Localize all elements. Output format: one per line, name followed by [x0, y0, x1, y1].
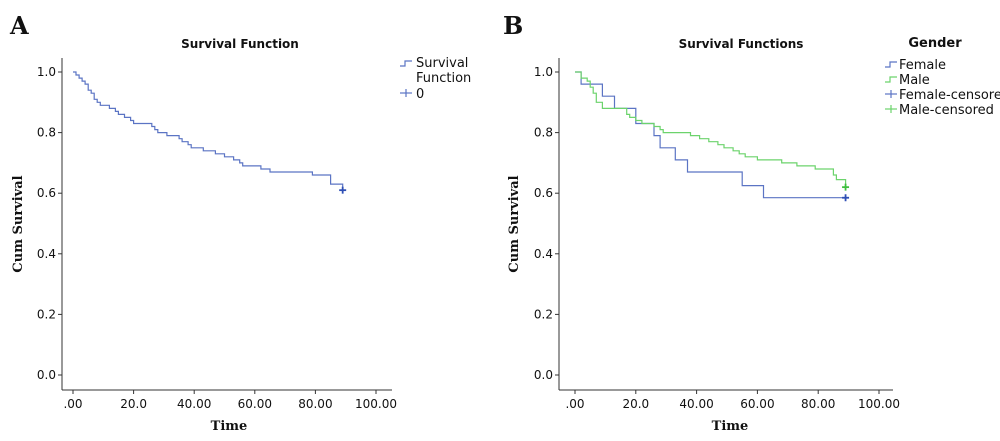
legend-entry-female-censored: Female-censored — [899, 88, 1000, 103]
chart-a-xlabel: Time — [211, 419, 248, 434]
x-tick-label: 20.0 — [622, 397, 649, 411]
y-tick-label: 0.8 — [534, 126, 553, 140]
y-tick-label: 0.2 — [534, 307, 553, 321]
x-tick-label: 60.00 — [238, 397, 272, 411]
y-tick-label: 0.0 — [534, 368, 553, 382]
legend-line-icon — [885, 76, 897, 83]
chart-a-plot-area — [73, 71, 347, 194]
chart-b-title: Survival Functions — [679, 37, 804, 51]
chart-b-ylabel: Cum Survival — [507, 175, 522, 272]
chart-b-legend: Gender FemaleMaleFemale-censoredMale-cens… — [885, 36, 1000, 118]
chart-b-axes: .00 20.0 40.00 60.00 80.00 100.00 0.0 0.2 0.4 0.6… — [534, 58, 900, 411]
legend-line-icon — [885, 61, 897, 68]
survival-curve-0 — [73, 71, 344, 191]
y-tick-label: 1.0 — [534, 65, 553, 79]
legend-entry-male-censored: Male-censored — [899, 103, 994, 118]
y-tick-label: 0.6 — [37, 186, 56, 200]
chart-a-axes: .00 20.0 40.00 60.00 80.00 100.00 0.0 0.2 0.4 0.6… — [37, 58, 397, 411]
y-tick-label: 0.2 — [37, 307, 56, 321]
panel-b: B Survival Functions Time Cum Survival .… — [503, 11, 1000, 434]
y-tick-label: 0.8 — [37, 126, 56, 140]
x-tick-label: .00 — [63, 397, 82, 411]
x-tick-label: 80.00 — [801, 397, 835, 411]
y-tick-label: 0.0 — [37, 368, 56, 382]
chart-b-plot-area — [575, 71, 850, 202]
x-tick-label: 60.00 — [740, 397, 774, 411]
panel-a: A Survival Function Time Cum Survival .0… — [9, 11, 471, 434]
panel-letter-a: A — [9, 11, 29, 40]
legend-title-gender: Gender — [908, 36, 962, 51]
x-tick-label: 40.00 — [679, 397, 713, 411]
chart-b-xlabel: Time — [712, 419, 749, 434]
x-tick-label: 80.00 — [298, 397, 332, 411]
x-tick-label: 40.00 — [177, 397, 211, 411]
x-tick-label: 100.00 — [355, 397, 397, 411]
survival-curve-0 — [575, 71, 846, 199]
legend-entry-male: Male — [899, 73, 930, 88]
chart-a-title: Survival Function — [181, 37, 299, 51]
legend-entry-female: Female — [899, 58, 946, 73]
legend-line-icon — [400, 60, 412, 67]
x-tick-label: 100.00 — [858, 397, 900, 411]
panel-letter-b: B — [503, 11, 523, 40]
x-tick-label: 20.0 — [120, 397, 147, 411]
y-tick-label: 0.4 — [534, 247, 553, 261]
legend-entry-0: 0 — [416, 87, 424, 102]
y-tick-label: 1.0 — [37, 65, 56, 79]
legend-entry-survival-function: Survival Function — [416, 56, 471, 86]
chart-a-ylabel: Cum Survival — [11, 175, 26, 272]
survival-curve-1 — [575, 71, 847, 188]
x-tick-label: .00 — [565, 397, 584, 411]
y-tick-label: 0.4 — [37, 247, 56, 261]
y-tick-label: 0.6 — [534, 186, 553, 200]
